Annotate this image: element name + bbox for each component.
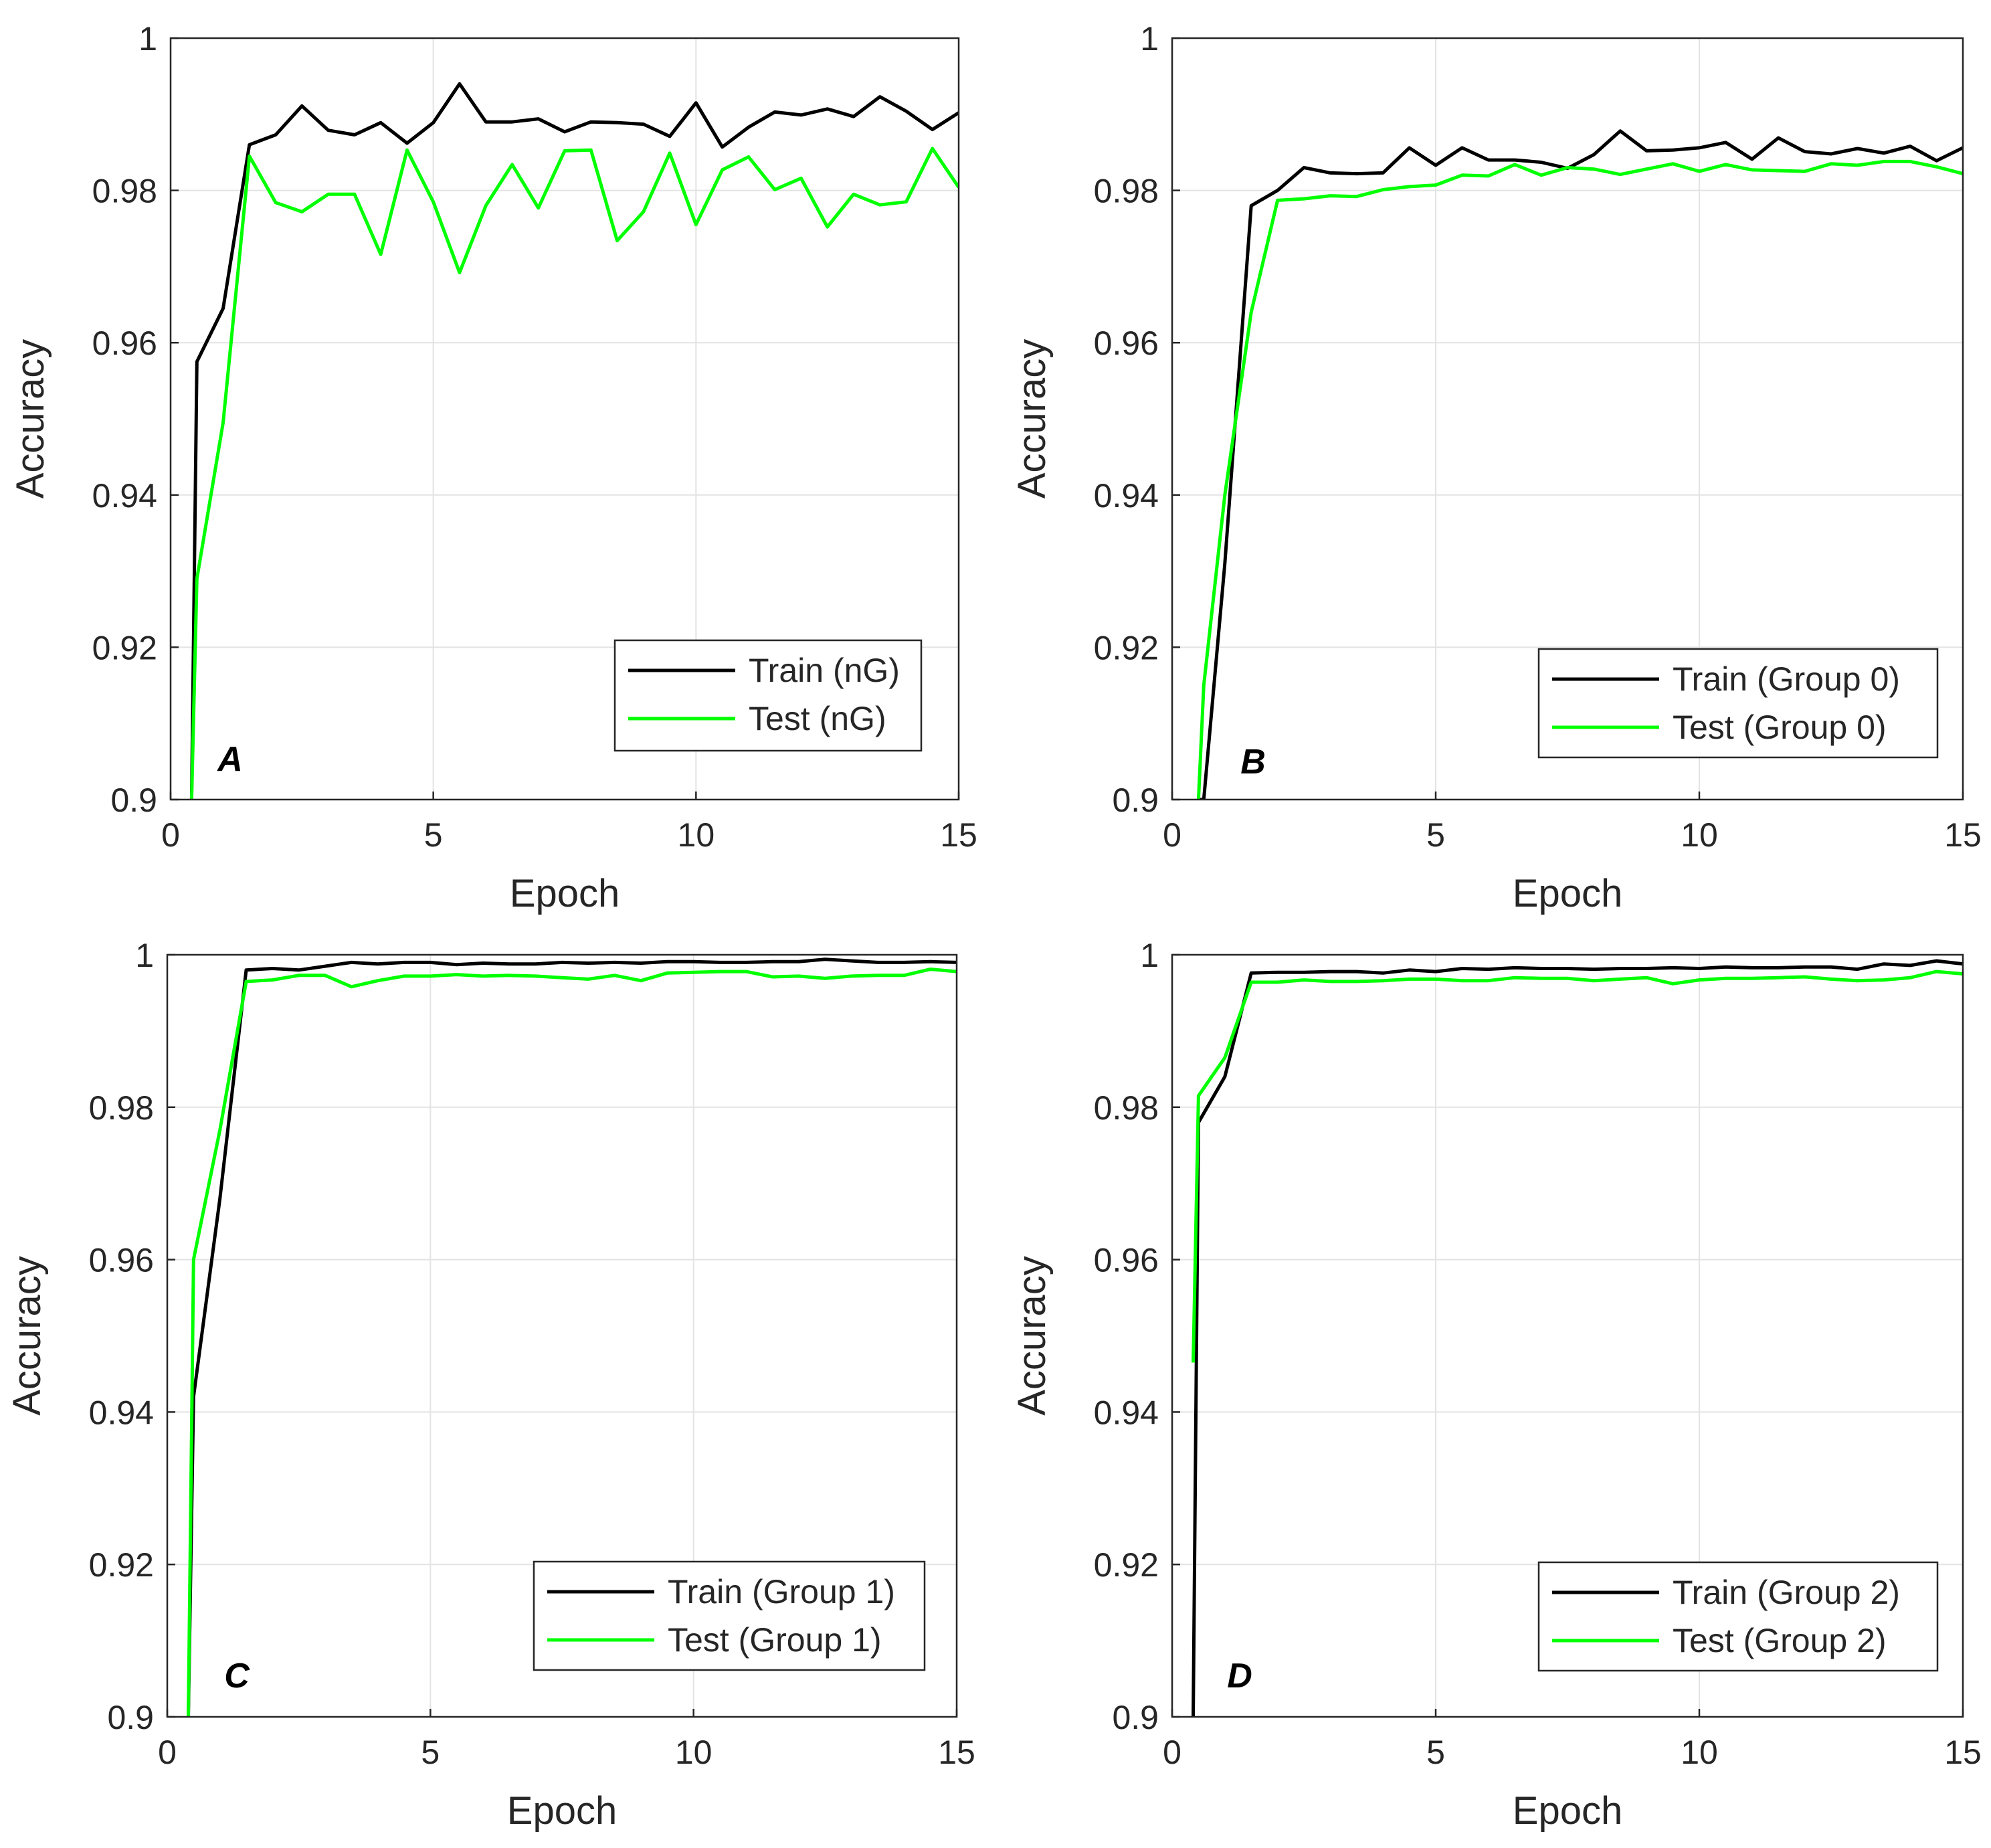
panel-letter: B: [1240, 743, 1266, 781]
y-tick-label: 0.96: [89, 1242, 154, 1279]
chart-panel-a: 0 5 10 15 0.9 0.92 0.94 0.96 0.98 1 Epoch Accuracy T…: [9, 20, 977, 915]
y-tick-label: 0.94: [1094, 477, 1159, 515]
series-line-test: [1196, 159, 1963, 800]
panel-letter: D: [1227, 1657, 1252, 1695]
x-tick-label: 15: [940, 816, 977, 854]
x-tick-label: 0: [158, 1734, 177, 1771]
series-line-train: [189, 82, 959, 800]
legend-label-train: Train (Group 0): [1673, 660, 1900, 698]
x-tick-label: 0: [161, 816, 180, 854]
legend-label-test: Test (Group 2): [1673, 1622, 1887, 1659]
x-tick-label: 5: [421, 1734, 440, 1771]
y-axis-label: Accuracy: [5, 1256, 49, 1416]
panel-letter: C: [224, 1657, 250, 1695]
axes-frame: [1171, 37, 1964, 801]
legend-box: [1537, 1561, 1939, 1672]
series-line-test: [1192, 969, 1963, 1363]
axes-frame: [1171, 953, 1964, 1718]
y-tick-label: 1: [135, 937, 154, 974]
legend-label-test: Test (Group 0): [1673, 709, 1887, 746]
y-tick-label: 0.92: [1094, 1546, 1159, 1584]
x-tick-label: 15: [1944, 816, 1982, 854]
series-line-test: [187, 967, 957, 1717]
x-tick-label: 10: [675, 1734, 713, 1771]
legend-box: [533, 1560, 926, 1671]
y-tick-label: 0.9: [110, 781, 157, 819]
y-axis-label: Accuracy: [9, 339, 52, 499]
x-tick-label: 10: [1681, 816, 1718, 854]
x-tick-label: 5: [1426, 1734, 1445, 1771]
series-line-train: [187, 957, 957, 1717]
y-tick-label: 1: [138, 20, 157, 58]
y-tick-label: 0.9: [1112, 781, 1159, 819]
legend-label-test: Test (Group 1): [668, 1621, 882, 1659]
legend: Train (Group 0) Test (Group 0): [1537, 648, 1939, 759]
y-tick-label: 0.94: [1094, 1394, 1159, 1431]
series-line-test: [189, 147, 959, 800]
legend-label-train: Train (Group 2): [1673, 1574, 1900, 1611]
chart-panel-b: 0 5 10 15 0.9 0.92 0.94 0.96 0.98 1 Epoch Accuracy T…: [1010, 20, 1982, 915]
legend-label-test: Test (nG): [749, 700, 886, 737]
x-axis-label: Epoch: [1513, 1789, 1622, 1833]
axes-frame: [169, 37, 960, 801]
chart-panel-c: 0 5 10 15 0.9 0.92 0.94 0.96 0.98 1 Epoch Accuracy T…: [5, 937, 975, 1833]
legend: Train (nG) Test (nG): [613, 639, 923, 752]
x-tick-label: 15: [1944, 1734, 1982, 1771]
x-axis-label: Epoch: [507, 1789, 617, 1833]
panel-letter: A: [216, 740, 243, 779]
x-tick-label: 5: [1426, 816, 1445, 854]
y-tick-label: 0.94: [92, 477, 157, 515]
y-tick-label: 1: [1140, 937, 1159, 974]
legend: Train (Group 2) Test (Group 2): [1537, 1561, 1939, 1672]
legend-box: [613, 639, 923, 752]
legend-label-train: Train (nG): [749, 652, 900, 689]
legend: Train (Group 1) Test (Group 1): [533, 1560, 926, 1671]
y-tick-label: 0.94: [89, 1394, 154, 1431]
x-tick-label: 10: [678, 816, 715, 854]
y-axis-label: Accuracy: [1010, 339, 1054, 499]
x-tick-label: 0: [1163, 1734, 1181, 1771]
y-tick-label: 0.98: [1094, 1089, 1159, 1127]
legend-box: [1537, 648, 1939, 759]
y-axis-label: Accuracy: [1010, 1256, 1054, 1416]
y-tick-label: 0.92: [92, 629, 157, 666]
x-axis-label: Epoch: [1513, 872, 1622, 915]
x-tick-label: 15: [938, 1734, 975, 1771]
y-tick-label: 0.98: [89, 1089, 154, 1127]
chart-panel-d: 0 5 10 15 0.9 0.92 0.94 0.96 0.98 1 Epoch Accuracy T…: [1010, 937, 1982, 1833]
x-tick-label: 10: [1681, 1734, 1718, 1771]
y-tick-label: 0.96: [92, 325, 157, 362]
y-tick-label: 0.9: [1112, 1699, 1159, 1736]
y-tick-label: 0.96: [1094, 325, 1159, 362]
y-tick-label: 0.92: [89, 1546, 154, 1584]
x-tick-label: 0: [1163, 816, 1181, 854]
y-tick-label: 0.96: [1094, 1242, 1159, 1279]
series-line-train: [1192, 959, 1963, 1717]
y-tick-label: 0.98: [92, 173, 157, 210]
y-tick-label: 1: [1140, 20, 1159, 58]
legend-label-train: Train (Group 1): [668, 1573, 895, 1610]
y-tick-label: 0.98: [1094, 173, 1159, 210]
y-tick-label: 0.92: [1094, 629, 1159, 666]
y-tick-label: 0.9: [107, 1699, 154, 1736]
x-axis-label: Epoch: [510, 872, 620, 915]
x-tick-label: 5: [424, 816, 443, 854]
axes-frame: [166, 953, 958, 1718]
